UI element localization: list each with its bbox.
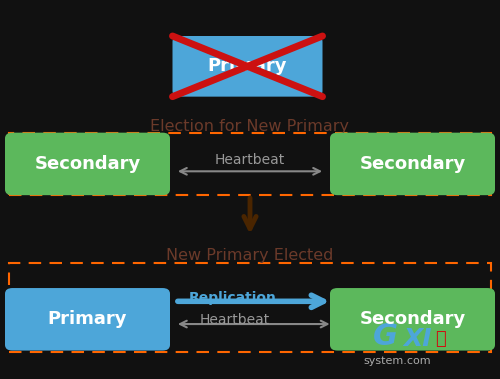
Text: Heartbeat: Heartbeat [200,313,270,327]
FancyBboxPatch shape [5,288,170,351]
Text: Heartbeat: Heartbeat [215,153,285,167]
Text: G: G [372,321,398,351]
Text: XI: XI [403,327,432,351]
Bar [9,263,490,352]
Text: Replication: Replication [188,291,276,304]
FancyBboxPatch shape [330,133,495,195]
Text: Secondary: Secondary [34,155,140,173]
Text: Secondary: Secondary [360,155,466,173]
FancyBboxPatch shape [5,133,170,195]
Text: Primary: Primary [208,57,287,75]
Text: 网: 网 [434,330,446,348]
Text: system.com: system.com [364,356,432,366]
FancyBboxPatch shape [330,288,495,351]
FancyBboxPatch shape [172,36,322,97]
Text: Secondary: Secondary [360,310,466,328]
Bar [9,133,490,195]
Text: Election for New Primary: Election for New Primary [150,119,350,135]
Text: Primary: Primary [48,310,127,328]
Text: New Primary Elected: New Primary Elected [166,248,334,263]
